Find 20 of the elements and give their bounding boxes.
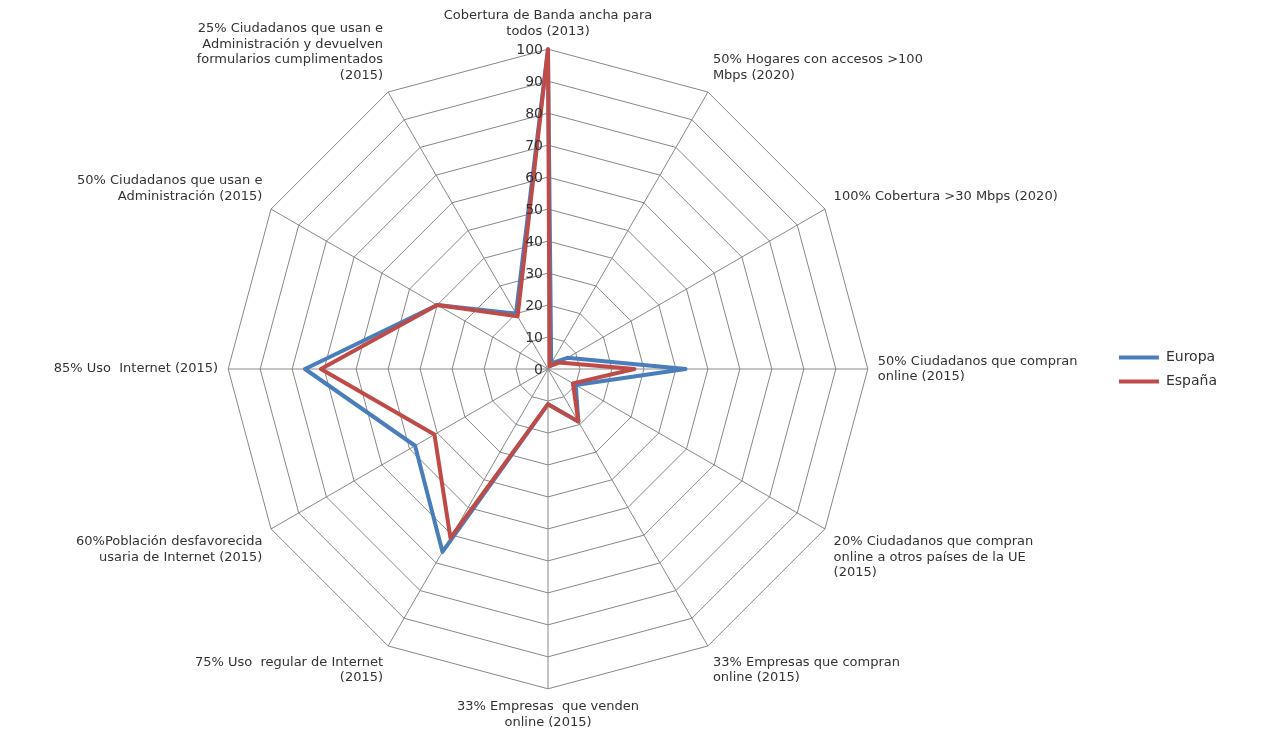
spoke-label: 50% Hogares con accesos >100 Mbps (2020): [712, 51, 923, 82]
spoke-label: 100% Cobertura >30 Mbps (2020): [833, 187, 1058, 203]
spoke-label: 20% Ciudadanos que compran online a otros países de la UE (2015): [833, 533, 1034, 580]
legend-label: España: [1165, 372, 1217, 389]
y-tick-label: 90: [525, 72, 543, 89]
spoke-label: 75% Uso regular de Internet (2015): [194, 653, 384, 685]
y-tick-label: 10: [525, 328, 543, 345]
y-tick-label: 20: [525, 296, 543, 313]
spoke-label: 33% Empresas que venden online (2015): [456, 697, 640, 729]
y-tick-label: 30: [525, 264, 543, 281]
spoke-label: 60%Población desfavorecida usaria de Internet (2015): [75, 533, 263, 564]
spoke-label: 33% Empresas que compran online (2015): [712, 653, 900, 685]
legend-label: Europa: [1165, 348, 1216, 365]
spoke-label: 85% Uso Internet (2015): [53, 360, 219, 376]
spoke-label: 50% Ciudadanos que usan e Administración (2015): [76, 172, 263, 203]
y-tick-label: 0: [534, 360, 543, 377]
y-tick-label: 100: [516, 40, 543, 57]
spoke-label: 50% Ciudadanos que compran online (2015): [877, 352, 1078, 384]
spoke-label: Cobertura de Banda ancha para todos (2013): [443, 7, 653, 38]
spoke-label: 25% Ciudadanos que usan e Administración y devuelven formularios cumplimentados (2015): [196, 20, 384, 82]
